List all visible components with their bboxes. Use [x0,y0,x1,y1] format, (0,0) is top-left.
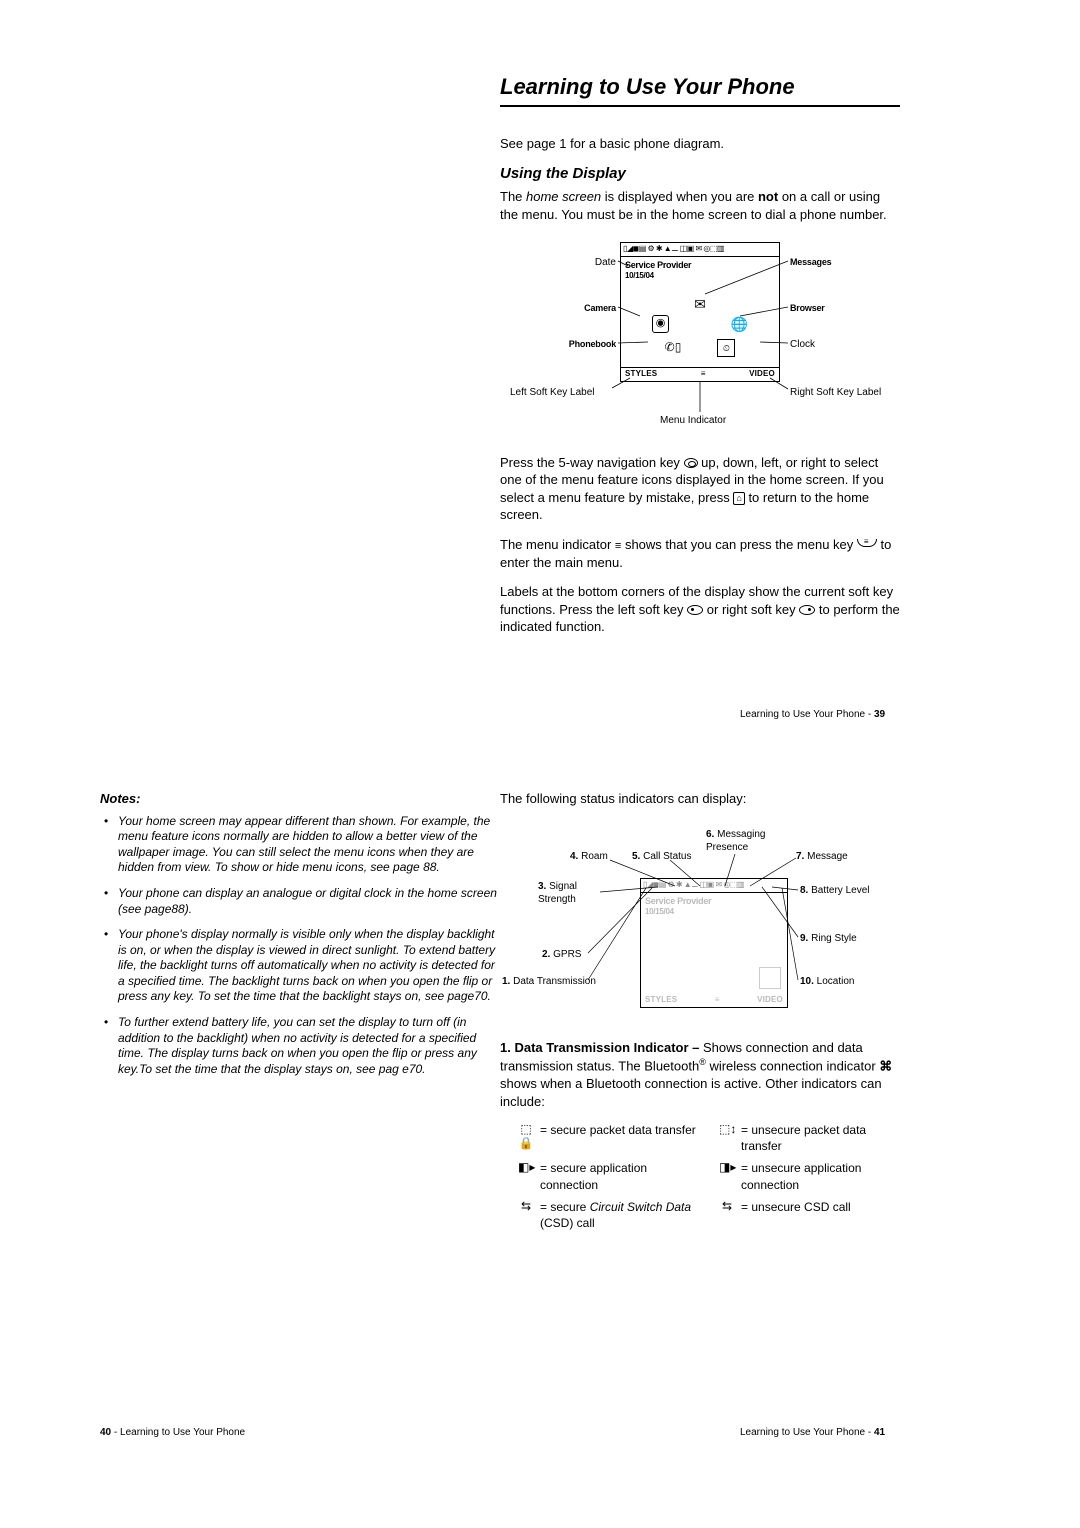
glossary-row: ⬚🔒 = secure packet data transfer [518,1122,699,1154]
ind-label-5: 5. Call Status [632,850,691,864]
glossary-row: ⇆ = secure Circuit Switch Data (CSD) call [518,1199,699,1231]
para-menuind: The menu indicator ≡ shows that you can … [500,536,900,571]
secure-packet-icon: ⬚🔒 [518,1122,534,1136]
unsecure-app-icon: ◨▸ [719,1160,735,1174]
para-softkeys: Labels at the bottom corners of the disp… [500,583,900,636]
ind-date: 10/15/04 [641,907,787,918]
ind-label-9: 9. Ring Style [800,932,857,946]
unsecure-csd-icon: ⇆ [719,1199,735,1213]
glossary-text: = secure packet data transfer [540,1122,699,1138]
menu-softkey-icon: ≡ [857,539,877,547]
glossary-text: = secure Circuit Switch Data (CSD) call [540,1199,699,1231]
secure-csd-icon: ⇆ [518,1199,534,1213]
ind-label-6: 6. Messaging Presence [706,828,776,855]
label-rightsoft: Right Soft Key Label [790,386,881,400]
ind-label-4: 4. Roam [570,850,608,864]
ind-bottom-right: VIDEO [757,995,783,1006]
bottom-right-label: VIDEO [749,369,775,380]
left-softkey-icon [687,605,703,615]
label-leftsoft: Left Soft Key Label [510,386,595,400]
home-screen-diagram: ▯◢◼▤ ⚙ ✱ ▲⚊ ◫▣ ✉ ◎⬚▥ Service Provider 10… [500,236,900,436]
p41-intro: The following status indicators can disp… [500,790,900,808]
bluetooth-icon: ⌘ [879,1058,892,1073]
ind-label-3: 3. Signal Strength [538,880,608,907]
ind-bottom-center: ≡ [715,995,720,1006]
ind-bottom-left: STYLES [645,995,677,1006]
ind-clock-icon [759,967,781,989]
bottom-center-label: ≡ [701,369,706,380]
ind-label-2: 2. GPRS [542,948,581,962]
glossary-text: = unsecure packet data transfer [741,1122,900,1154]
label-clock: Clock [790,338,815,352]
footer-41: Learning to Use Your Phone - 41 [740,1426,885,1440]
right-softkey-icon [799,605,815,615]
phone-screen: ▯◢◼▤ ⚙ ✱ ▲⚊ ◫▣ ✉ ◎⬚▥ Service Provider 10… [620,242,780,382]
provider-text: Service Provider [621,257,779,271]
ind-label-1: 1. Data Transmission [502,975,596,989]
glossary-row: ◨▸ = unsecure application connection [719,1160,900,1192]
unsecure-packet-icon: ⬚↕ [719,1122,735,1136]
section-para1: The home screen is displayed when you ar… [500,188,900,223]
label-date: Date [578,256,616,270]
ind-label-8: 8. Battery Level [800,884,870,898]
glossary-row: ⇆ = unsecure CSD call [719,1199,900,1231]
label-messages: Messages [790,256,831,268]
date-text: 10/15/04 [621,271,779,282]
secure-app-icon: ◧▸ [518,1160,534,1174]
page-title: Learning to Use Your Phone [500,72,900,107]
glossary-text: = unsecure application connection [741,1160,900,1192]
indicator-diagram: ▯◢◼▤ ⚙ ✱ ▲⚊ ◫▣ ✉ ◎⬚▥ Service Provider 10… [500,820,900,1025]
camera-icon: ◉ [652,315,670,334]
home-key-icon: ⌂ [733,492,744,505]
ind-statusbar: ▯◢◼▤ ⚙ ✱ ▲⚊ ◫▣ ✉ ◎⬚▥ [641,879,787,893]
ind-provider: Service Provider [641,893,787,907]
label-menuind: Menu Indicator [660,414,726,428]
statusbar: ▯◢◼▤ ⚙ ✱ ▲⚊ ◫▣ ✉ ◎⬚▥ [621,243,779,257]
label-phonebook: Phonebook [550,338,616,350]
clock-icon: ⏲ [717,339,735,357]
glossary-row: ⬚↕ = unsecure packet data transfer [719,1122,900,1154]
glossary-table: ⬚🔒 = secure packet data transfer ⬚↕ = unse… [500,1122,900,1231]
bottom-left-label: STYLES [625,369,657,380]
footer-39: Learning to Use Your Phone - 39 [740,708,885,722]
footer-40: 40 - Learning to Use Your Phone [100,1426,245,1440]
page-41: The following status indicators can disp… [100,790,1000,1231]
ind-label-7: 7. Message [796,850,848,864]
intro-text: See page 1 for a basic phone diagram. [500,135,900,153]
page-39: Learning to Use Your Phone See page 1 fo… [100,72,1000,648]
p41-para1: 1. Data Transmission Indicator – Shows c… [500,1039,900,1111]
bottom-bar: STYLES ≡ VIDEO [621,367,779,381]
row-icons-3: ✆▯ ⏲ [621,339,779,357]
glossary-row: ◧▸ = secure application connection [518,1160,699,1192]
globe-icon: 🌐 [731,315,748,334]
phonebook-icon: ✆▯ [665,339,682,357]
glossary-text: = secure application connection [540,1160,699,1192]
row-icons-1: ✉ [621,295,779,314]
label-browser: Browser [790,302,825,314]
para-navkey: Press the 5-way navigation key up, down,… [500,454,900,524]
envelope-icon: ✉ [694,295,706,314]
ind-label-10: 10. Location [800,975,855,989]
ind-bottombar: STYLES ≡ VIDEO [641,994,787,1007]
glossary-text: = unsecure CSD call [741,1199,900,1215]
label-camera: Camera [568,302,616,314]
section-heading: Using the Display [500,164,900,184]
row-icons-2: ◉ 🌐 [621,315,779,334]
navkey-icon [684,458,698,468]
ind-screen: ▯◢◼▤ ⚙ ✱ ▲⚊ ◫▣ ✉ ◎⬚▥ Service Provider 10… [640,878,788,1008]
